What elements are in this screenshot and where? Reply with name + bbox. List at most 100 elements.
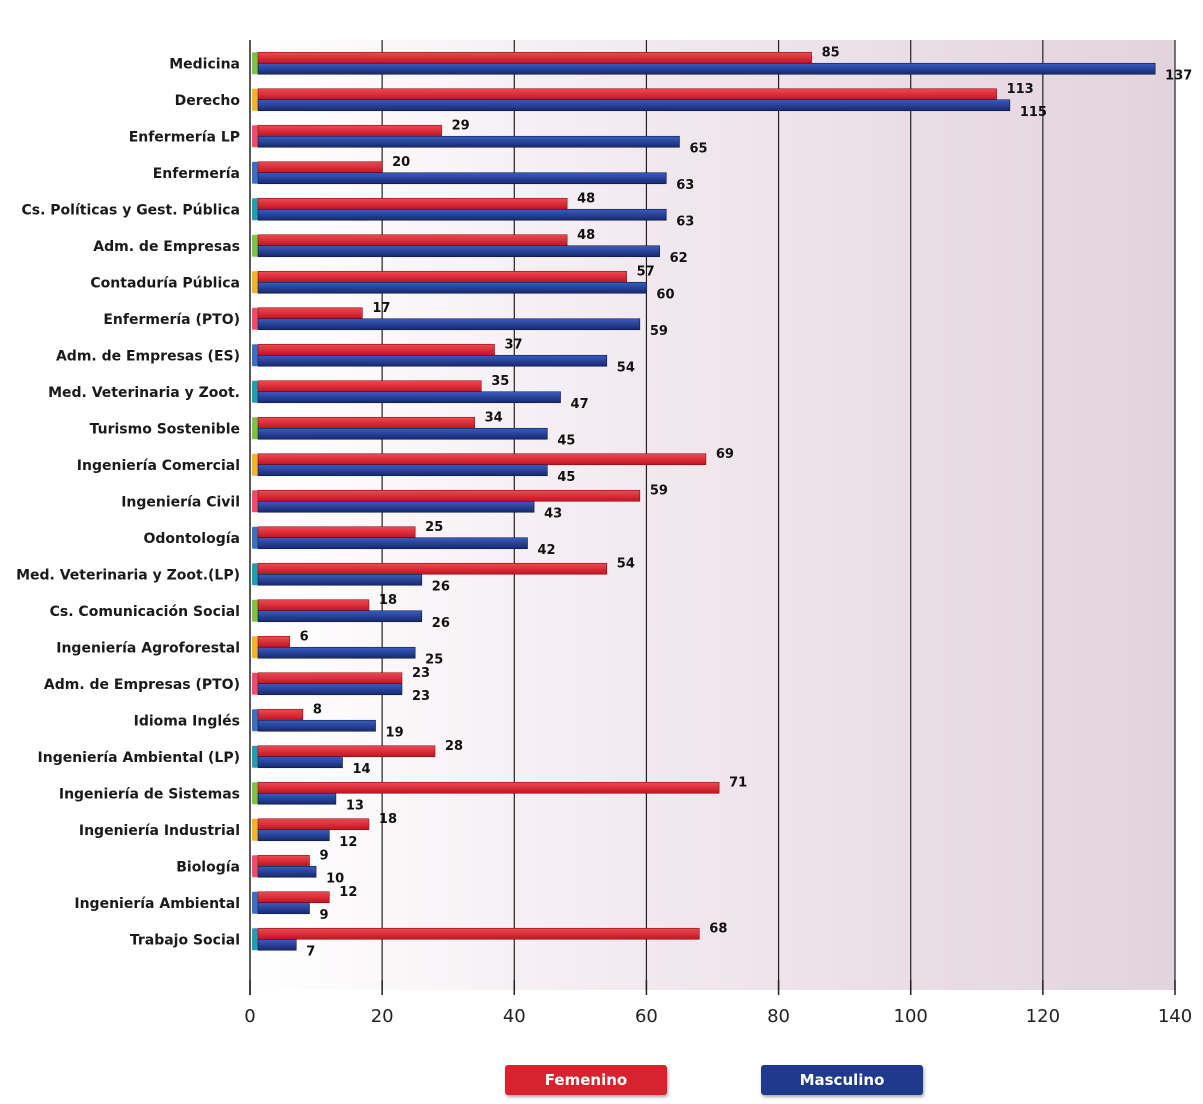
- bar-femenino: [257, 745, 436, 758]
- bar-femenino: [257, 672, 403, 685]
- category-label: Cs. Comunicación Social: [50, 604, 240, 620]
- value-label-femenino: 71: [729, 775, 747, 790]
- category-label: Turismo Sostenible: [90, 421, 240, 437]
- value-label-masculino: 26: [432, 579, 450, 594]
- bars: [252, 51, 1156, 951]
- row-stub: [252, 891, 258, 914]
- bar-femenino: [257, 380, 482, 393]
- bar-masculino: [257, 281, 647, 294]
- x-tick-label: 0: [244, 1006, 255, 1027]
- value-label-masculino: 25: [425, 652, 443, 667]
- value-label-masculino: 62: [670, 251, 688, 266]
- bar-femenino: [257, 854, 310, 867]
- bar-masculino: [257, 610, 423, 623]
- bar-masculino: [257, 719, 376, 732]
- bar-femenino: [257, 781, 720, 794]
- x-tick-label: 40: [503, 1006, 526, 1027]
- row-stub: [252, 782, 258, 805]
- bar-masculino: [257, 62, 1156, 75]
- bar-chart: Medicina Derecho Enfermería LP Enfermería Cs…: [16, 40, 1192, 1027]
- bar-masculino: [257, 354, 608, 367]
- bar-masculino: [257, 135, 680, 148]
- row-stub: [252, 161, 258, 184]
- value-label-masculino: 26: [432, 616, 450, 631]
- category-label: Ingeniería Agroforestal: [56, 640, 240, 656]
- value-label-femenino: 12: [339, 885, 357, 900]
- row-stub: [252, 271, 258, 294]
- bar-masculino: [257, 318, 641, 331]
- x-axis-ticks: 0 20 40 60 80 100 120 140: [244, 980, 1192, 1027]
- bar-masculino: [257, 865, 317, 878]
- value-label-masculino: 59: [650, 324, 668, 339]
- bar-femenino: [257, 562, 608, 575]
- value-label-masculino: 115: [1020, 105, 1047, 120]
- x-tick-label: 60: [635, 1006, 658, 1027]
- value-label-femenino: 57: [637, 264, 655, 279]
- category-label: Ingeniería Civil: [121, 494, 240, 510]
- category-label: Enfermería (PTO): [103, 312, 240, 328]
- value-label-masculino: 65: [689, 141, 707, 156]
- category-label: Cs. Políticas y Gest. Pública: [21, 202, 240, 218]
- row-stub: [252, 380, 258, 403]
- value-label-masculino: 137: [1165, 68, 1192, 83]
- bar-femenino: [257, 270, 627, 283]
- row-stub: [252, 198, 258, 221]
- row-stub: [252, 344, 258, 367]
- value-label-masculino: 13: [346, 798, 364, 813]
- category-label: Odontología: [143, 531, 240, 547]
- value-label-femenino: 48: [577, 228, 595, 243]
- bar-masculino: [257, 500, 535, 513]
- bar-femenino: [257, 453, 707, 466]
- bar-masculino: [257, 792, 337, 805]
- bar-femenino: [257, 124, 442, 137]
- bar-femenino: [257, 927, 700, 940]
- bar-femenino: [257, 343, 495, 356]
- bar-femenino: [257, 818, 370, 831]
- bar-masculino: [257, 829, 330, 842]
- bar-femenino: [257, 161, 383, 174]
- bar-femenino: [257, 416, 475, 429]
- bar-femenino: [257, 635, 290, 648]
- bar-femenino: [257, 234, 568, 247]
- row-stub: [252, 88, 258, 111]
- category-label: Biología: [176, 859, 240, 875]
- row-stub: [252, 599, 258, 622]
- row-stub: [252, 453, 258, 476]
- category-label: Ingeniería Ambiental (LP): [38, 750, 240, 766]
- bar-femenino: [257, 307, 363, 320]
- row-stub: [252, 855, 258, 878]
- category-label: Medicina: [169, 56, 240, 72]
- legend-femenino: Femenino: [505, 1065, 667, 1095]
- value-label-femenino: 34: [485, 410, 503, 425]
- bar-masculino: [257, 427, 548, 440]
- x-tick-label: 100: [894, 1006, 928, 1027]
- row-stub: [252, 234, 258, 257]
- value-label-masculino: 14: [353, 762, 371, 777]
- value-label-femenino: 35: [491, 374, 509, 389]
- value-label-masculino: 43: [544, 506, 562, 521]
- value-label-femenino: 113: [1007, 82, 1034, 97]
- bar-femenino: [257, 891, 330, 904]
- value-label-masculino: 63: [676, 214, 694, 229]
- bar-masculino: [257, 573, 423, 586]
- value-label-femenino: 9: [319, 848, 328, 863]
- value-label-masculino: 63: [676, 178, 694, 193]
- row-stub: [252, 526, 258, 549]
- bar-femenino: [257, 88, 997, 101]
- x-tick-label: 20: [371, 1006, 394, 1027]
- value-label-femenino: 85: [822, 45, 840, 60]
- value-label-masculino: 54: [617, 360, 635, 375]
- value-label-masculino: 45: [557, 433, 575, 448]
- row-stub: [252, 745, 258, 768]
- x-tick-label: 120: [1026, 1006, 1060, 1027]
- value-label-femenino: 8: [313, 702, 322, 717]
- value-label-femenino: 37: [504, 337, 522, 352]
- bar-masculino: [257, 537, 528, 550]
- row-stub: [252, 636, 258, 659]
- bar-masculino: [257, 391, 561, 404]
- category-label: Trabajo Social: [130, 932, 240, 948]
- category-label: Enfermería: [153, 166, 240, 182]
- row-stub: [252, 563, 258, 586]
- row-stub: [252, 928, 258, 951]
